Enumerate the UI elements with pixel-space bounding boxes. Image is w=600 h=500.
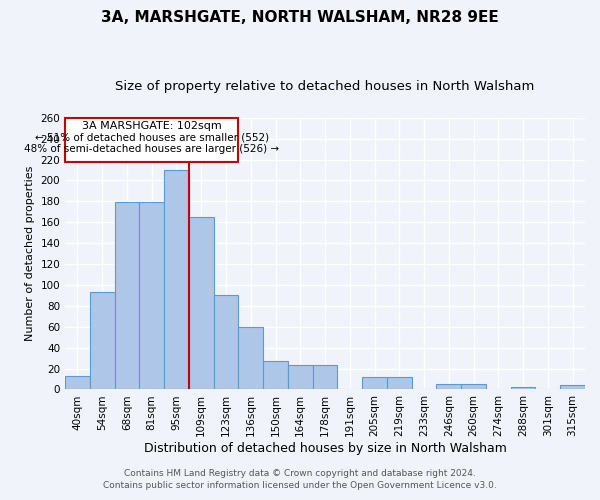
Text: 48% of semi-detached houses are larger (526) →: 48% of semi-detached houses are larger (… xyxy=(24,144,279,154)
Title: Size of property relative to detached houses in North Walsham: Size of property relative to detached ho… xyxy=(115,80,535,93)
Text: 3A, MARSHGATE, NORTH WALSHAM, NR28 9EE: 3A, MARSHGATE, NORTH WALSHAM, NR28 9EE xyxy=(101,10,499,25)
Bar xyxy=(139,202,164,390)
Bar xyxy=(214,296,238,390)
Bar xyxy=(65,376,90,390)
Text: Contains HM Land Registry data © Crown copyright and database right 2024.
Contai: Contains HM Land Registry data © Crown c… xyxy=(103,468,497,490)
Bar xyxy=(362,377,387,390)
Bar xyxy=(90,292,115,390)
Bar xyxy=(189,217,214,390)
Bar xyxy=(238,327,263,390)
Bar xyxy=(387,377,412,390)
Bar xyxy=(436,384,461,390)
Y-axis label: Number of detached properties: Number of detached properties xyxy=(25,166,35,342)
Bar xyxy=(511,388,535,390)
Bar xyxy=(461,384,486,390)
Bar xyxy=(115,202,139,390)
Bar xyxy=(164,170,189,390)
Bar xyxy=(560,386,585,390)
X-axis label: Distribution of detached houses by size in North Walsham: Distribution of detached houses by size … xyxy=(143,442,506,455)
Text: ← 51% of detached houses are smaller (552): ← 51% of detached houses are smaller (55… xyxy=(35,132,269,142)
Bar xyxy=(313,366,337,390)
Bar xyxy=(288,366,313,390)
FancyBboxPatch shape xyxy=(65,118,238,162)
Bar xyxy=(263,361,288,390)
Text: 3A MARSHGATE: 102sqm: 3A MARSHGATE: 102sqm xyxy=(82,121,221,131)
